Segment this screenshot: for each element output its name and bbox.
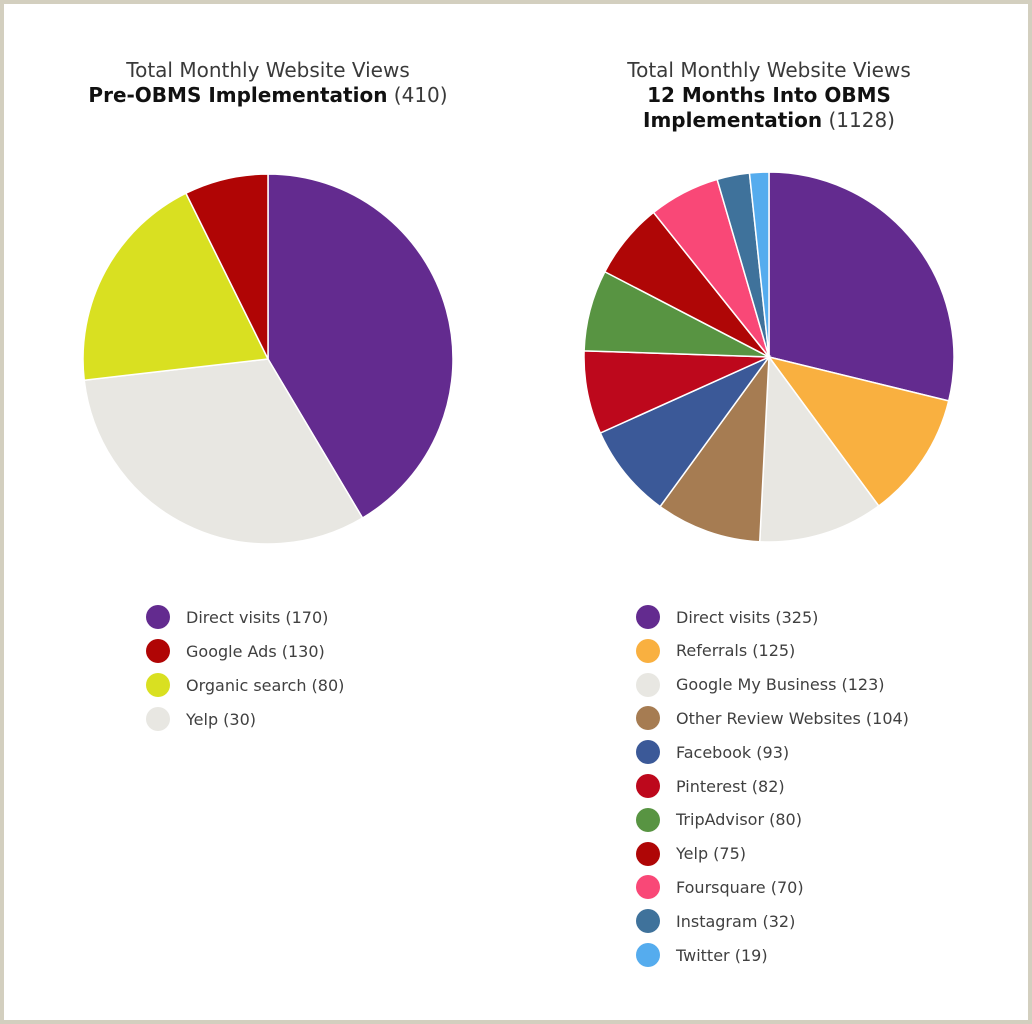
legend-label: TripAdvisor (80) — [676, 810, 802, 830]
chart-subtitle-line-2: Implementation (1128) — [519, 108, 1019, 133]
legend-swatch — [146, 605, 170, 629]
obms-12-months-chart-title: Total Monthly Website Views 12 Months In… — [519, 58, 1019, 133]
pie-slice-referrals — [767, 355, 950, 507]
legend-item-google-ads: Google Ads (130) — [146, 634, 325, 668]
chart-total: (410) — [393, 83, 448, 107]
legend-item-direct-visits: Direct visits (325) — [636, 600, 818, 634]
legend-swatch — [146, 707, 170, 731]
legend-label: Yelp (75) — [676, 844, 747, 864]
legend-swatch — [636, 638, 660, 663]
legend-item-referrals: Referrals (125) — [636, 634, 795, 668]
chart-title-line: Total Monthly Website Views — [627, 58, 911, 82]
legend-item-direct-visits: Direct visits (170) — [146, 600, 328, 634]
legend-swatch — [636, 841, 660, 866]
chart-total: (1128) — [828, 108, 895, 132]
obms-12-months-pie-chart — [583, 171, 955, 543]
legend-swatch — [146, 673, 170, 697]
legend-item-facebook: Facebook (93) — [636, 735, 789, 769]
legend-item-tripadvisor: TripAdvisor (80) — [636, 803, 802, 837]
legend-swatch — [636, 909, 660, 934]
pie-slice-direct-visits — [267, 173, 454, 520]
pie-slice-yelp — [184, 173, 269, 360]
legend-item-foursquare: Foursquare (70) — [636, 870, 804, 904]
legend-label: Twitter (19) — [676, 945, 768, 965]
legend-item-other-review-websites: Other Review Websites (104) — [636, 701, 909, 735]
legend-swatch — [146, 639, 170, 663]
pie-slice-google-ads — [83, 358, 364, 545]
legend-swatch — [636, 706, 660, 731]
legend-label: Other Review Websites (104) — [676, 708, 909, 728]
legend-swatch — [636, 943, 660, 967]
pie-slice-direct-visits — [768, 171, 955, 402]
legend-item-instagram: Instagram (32) — [636, 904, 795, 938]
pie-slice-google-my-business — [758, 354, 880, 543]
pie-slice-other-review-websites — [659, 354, 770, 543]
obms-12-months-legend: Direct visits (325) Referrals (125) Google… — [636, 600, 1006, 980]
chart-title-line: Total Monthly Website Views — [126, 58, 410, 82]
legend-label: Referrals (125) — [676, 641, 796, 661]
legend-label: Organic search (80) — [186, 675, 345, 695]
legend-item-organic-search: Organic search (80) — [146, 668, 344, 702]
legend-label: Pinterest (82) — [676, 776, 785, 796]
legend-label: Direct visits (170) — [186, 607, 329, 627]
legend-swatch — [636, 605, 660, 629]
chart-subtitle-line: Pre-OBMS Implementation (410) — [18, 83, 518, 108]
legend-item-twitter: Twitter (19) — [636, 938, 768, 972]
legend-label: Google My Business (123) — [676, 675, 885, 695]
legend-swatch — [636, 774, 660, 798]
legend-swatch — [636, 807, 660, 832]
pie-slice-organic-search — [82, 192, 270, 382]
legend-item-google-my-business: Google My Business (123) — [636, 668, 885, 702]
legend-label: Yelp (30) — [186, 709, 257, 729]
chart-subtitle-line-1: 12 Months Into OBMS — [519, 83, 1019, 108]
pre-obms-pie-chart — [82, 173, 454, 545]
pre-obms-legend: Direct visits (170) Google Ads (130) Organ… — [146, 600, 506, 740]
chart-subtitle: Pre-OBMS Implementation — [88, 83, 388, 107]
pre-obms-chart-title: Total Monthly Website Views Pre-OBMS Imp… — [18, 58, 518, 108]
chart-subtitle-part-2: Implementation — [643, 108, 823, 132]
legend-label: Google Ads (130) — [186, 641, 325, 661]
legend-label: Facebook (93) — [676, 742, 790, 762]
pie-slice-twitter — [748, 171, 770, 358]
legend-label: Instagram (32) — [676, 911, 796, 931]
legend-label: Foursquare (70) — [676, 877, 804, 897]
legend-item-pinterest: Pinterest (82) — [636, 769, 785, 803]
pie-slice-facebook — [599, 355, 772, 508]
legend-swatch — [636, 740, 660, 765]
legend-item-yelp: Yelp (30) — [146, 702, 256, 736]
legend-swatch — [636, 875, 660, 900]
legend-swatch — [636, 672, 660, 697]
legend-label: Direct visits (325) — [676, 607, 819, 627]
chart-subtitle-part-1: 12 Months Into OBMS — [647, 83, 891, 107]
legend-item-yelp: Yelp (75) — [636, 837, 746, 871]
